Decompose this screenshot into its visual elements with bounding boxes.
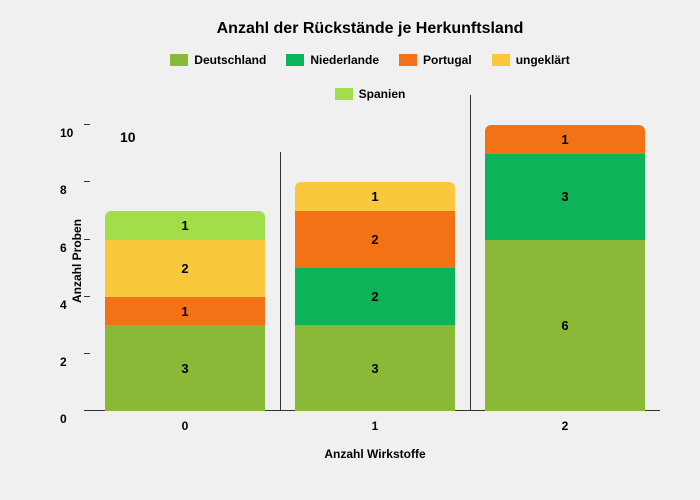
y-tick: 2	[60, 355, 67, 369]
legend-item-spanien: Spanien	[335, 87, 406, 101]
bar-segment: 3	[485, 154, 645, 240]
bar-group: 631	[485, 125, 645, 411]
legend-label: Deutschland	[194, 53, 266, 67]
legend-item-deutschland: Deutschland	[170, 53, 266, 67]
bar-segment: 2	[105, 240, 265, 297]
bar-group: 3121	[105, 211, 265, 411]
x-axis-label: Anzahl Wirkstoffe	[324, 447, 425, 461]
y-tick: 8	[60, 183, 67, 197]
legend-label: Spanien	[359, 87, 406, 101]
bar-segment: 2	[295, 268, 455, 325]
legend: Deutschland Niederlande Portugal ungeklä…	[70, 53, 670, 101]
chart-container: Anzahl der Rückstände je Herkunftsland D…	[0, 0, 700, 500]
legend-item-ungeklaert: ungeklärt	[492, 53, 570, 67]
bar-segment: 6	[485, 240, 645, 411]
bar-segment: 1	[105, 297, 265, 326]
x-tick: 2	[562, 419, 569, 433]
y-tick: 6	[60, 241, 67, 255]
bar-segment: 2	[295, 211, 455, 268]
bars-area: 31213221631	[90, 111, 660, 411]
y-tick: 4	[60, 298, 67, 312]
bar-segment: 3	[105, 325, 265, 411]
legend-swatch	[286, 54, 304, 66]
plot-area: Anzahl Proben Anzahl Wirkstoffe 10 02468…	[90, 111, 660, 411]
legend-label: ungeklärt	[516, 53, 570, 67]
x-tick: 0	[182, 419, 189, 433]
bar-segment: 1	[105, 211, 265, 240]
legend-item-portugal: Portugal	[399, 53, 472, 67]
bar-group: 3221	[295, 182, 455, 411]
legend-item-niederlande: Niederlande	[286, 53, 379, 67]
y-tick: 0	[60, 412, 67, 426]
y-tick: 10	[60, 126, 73, 140]
legend-row-1: Deutschland Niederlande Portugal ungeklä…	[70, 53, 670, 67]
bar-segment: 3	[295, 325, 455, 411]
legend-label: Niederlande	[310, 53, 379, 67]
legend-swatch	[492, 54, 510, 66]
bar-segment: 1	[295, 182, 455, 211]
y-axis-label: Anzahl Proben	[70, 219, 84, 303]
legend-swatch	[399, 54, 417, 66]
legend-swatch	[170, 54, 188, 66]
legend-swatch	[335, 88, 353, 100]
chart-title: Anzahl der Rückstände je Herkunftsland	[70, 20, 670, 38]
legend-label: Portugal	[423, 53, 472, 67]
x-tick: 1	[372, 419, 379, 433]
legend-row-2: Spanien	[70, 87, 670, 101]
bar-segment: 1	[485, 125, 645, 154]
